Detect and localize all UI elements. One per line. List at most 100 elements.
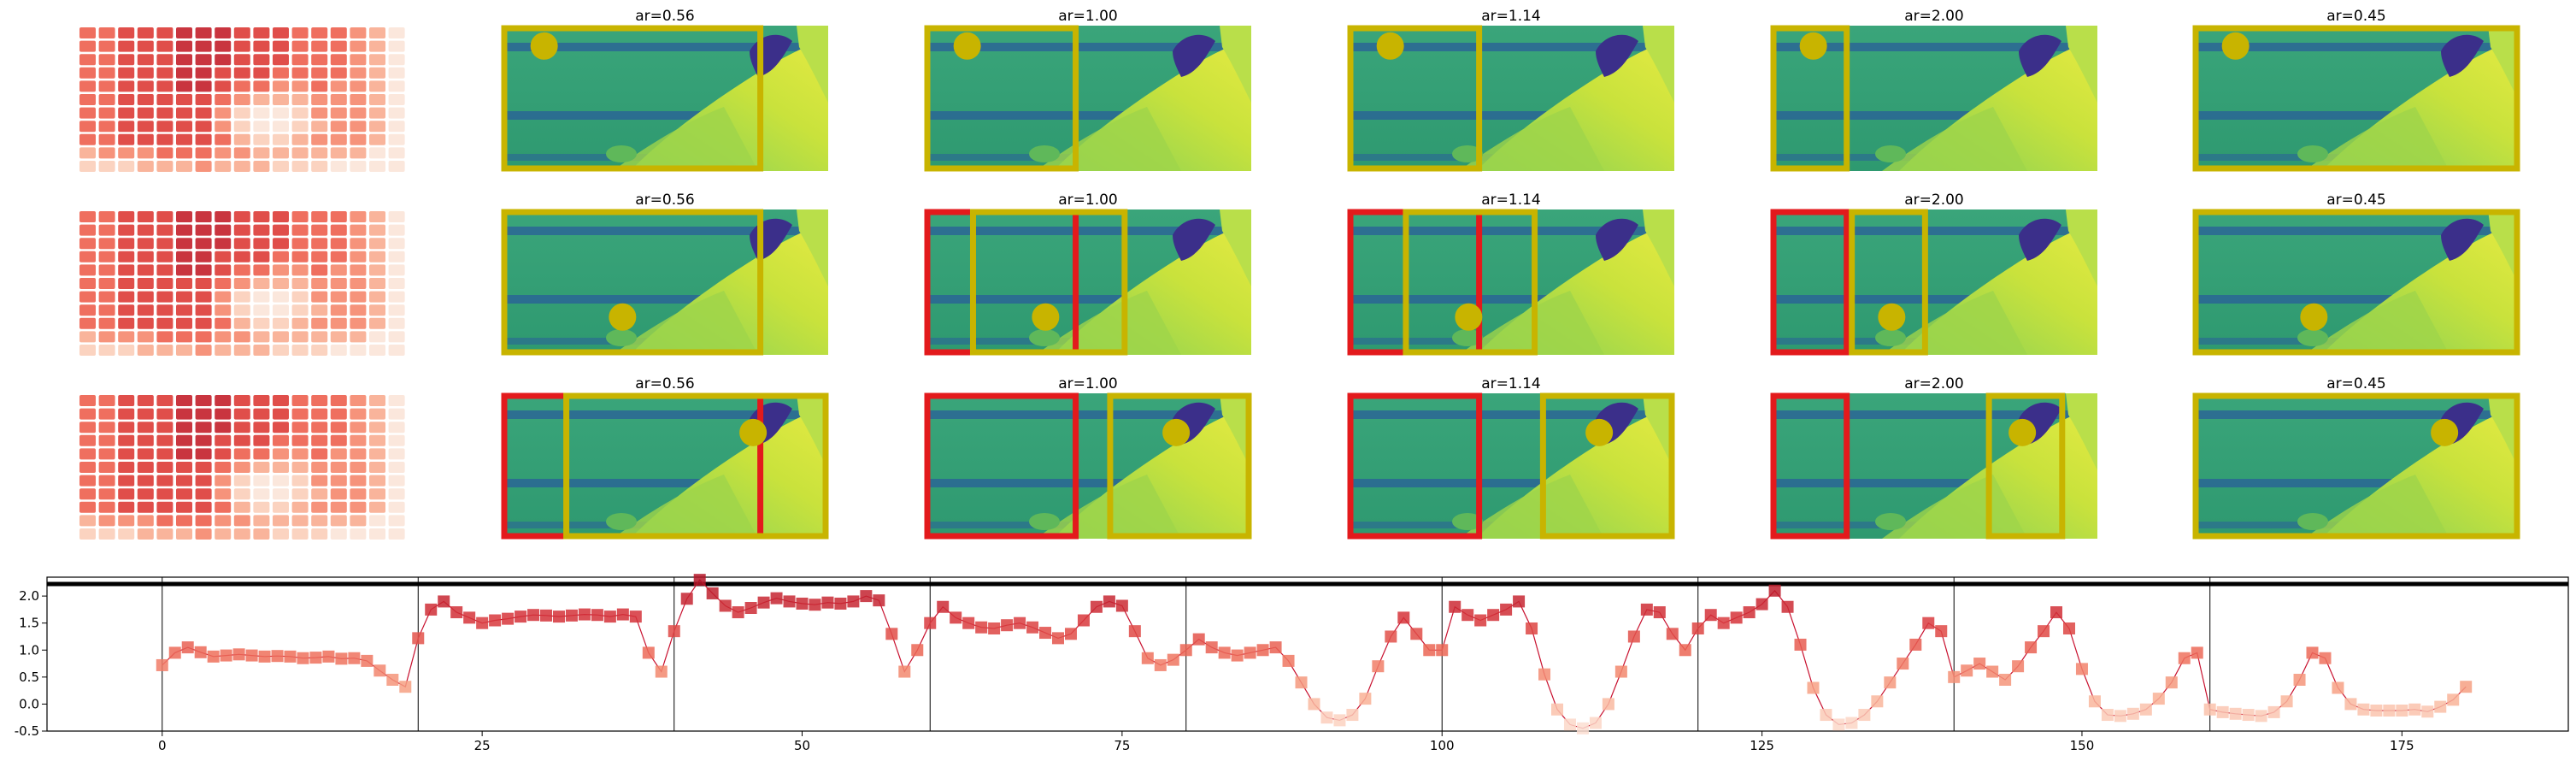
panel-title: ar=0.56 (635, 375, 695, 392)
data-point (194, 646, 207, 658)
heatmap-cell (273, 528, 289, 540)
heatmap-cell (215, 107, 232, 119)
heatmap-cell (369, 304, 385, 316)
data-point (1179, 644, 1192, 657)
target-dot (953, 32, 981, 60)
heatmap-cell (253, 54, 270, 66)
heatmap-cell (156, 422, 173, 434)
heatmap-cell (233, 448, 250, 460)
heatmap-cell (388, 67, 405, 79)
heatmap-cell (291, 408, 309, 420)
heatmap-cell (98, 27, 115, 38)
heatmap-cell (195, 27, 212, 38)
heatmap-cell (369, 317, 385, 329)
data-point (1256, 644, 1269, 657)
heatmap-cell (350, 251, 367, 263)
heatmap-cell (176, 40, 192, 52)
heatmap-cell (369, 121, 385, 133)
heatmap-cell (311, 331, 328, 343)
data-point (1141, 652, 1154, 664)
heatmap-cell (98, 331, 115, 343)
heatmap-cell (350, 40, 367, 52)
heatmap-cell (79, 515, 96, 527)
heatmap-cell (137, 107, 154, 119)
data-point (1794, 638, 1807, 651)
data-point (962, 616, 975, 629)
y-tick-label: -0.5 (15, 723, 39, 739)
heatmap-cell (98, 317, 115, 329)
heatmap-cell (176, 475, 192, 487)
heatmap-cell (156, 40, 173, 52)
heatmap-cell (233, 54, 250, 66)
heatmap-cell (137, 94, 154, 105)
heatmap-cell (118, 133, 135, 145)
heatmap-cell (350, 501, 367, 513)
yellow-bounding-box (501, 209, 764, 356)
heatmap-cell (253, 291, 270, 303)
heatmap-cell (291, 304, 309, 316)
heatmap-cell (311, 147, 328, 159)
data-point (1461, 609, 1474, 622)
heatmap-cell (388, 462, 405, 473)
data-point (1513, 595, 1526, 608)
data-point (1231, 649, 1244, 662)
heatmap-cell (156, 395, 173, 406)
heatmap-cell (388, 121, 405, 133)
heatmap-cell (369, 147, 385, 159)
heatmap-cell (330, 251, 347, 263)
heatmap-cell (311, 395, 328, 406)
heatmap-cell (215, 462, 232, 473)
heatmap-cell (273, 408, 289, 420)
heatmap-cell (118, 264, 135, 276)
heatmap-cell (215, 515, 232, 527)
heatmap-cell (156, 161, 173, 172)
heatmap-cell (176, 345, 192, 356)
heatmap-cell (291, 528, 309, 540)
heatmap-cell (388, 278, 405, 289)
heatmap-cell (311, 107, 328, 119)
data-point (2332, 681, 2344, 694)
target-dot (1878, 303, 1906, 331)
heatmap-cell (350, 133, 367, 145)
heatmap-cell (311, 67, 328, 79)
heatmap-cell (369, 422, 385, 434)
data-point (1986, 665, 1999, 678)
heatmap-cell (156, 54, 173, 66)
heatmap-cell (215, 475, 232, 487)
data-point (1640, 603, 1653, 616)
panel-title: ar=0.56 (635, 8, 695, 25)
heatmap-cell (137, 448, 154, 460)
data-point (322, 650, 335, 663)
heatmap-cell (118, 462, 135, 473)
heatmap-cell (330, 121, 347, 133)
heatmap-cell (176, 121, 192, 133)
heatmap-cell (156, 278, 173, 289)
heatmap-cell (330, 80, 347, 92)
heatmap-cell (273, 448, 289, 460)
heatmap-cell (388, 501, 405, 513)
heatmap-cell (388, 27, 405, 38)
data-point (2216, 705, 2229, 718)
heatmap-cell (233, 147, 250, 159)
heatmap-cell (253, 147, 270, 159)
heatmap-cell (273, 501, 289, 513)
heatmap-cell (330, 94, 347, 105)
heatmap-cell (311, 345, 328, 356)
data-point (821, 596, 834, 609)
heatmap-cell (273, 121, 289, 133)
data-point (693, 574, 706, 587)
data-point (1474, 614, 1487, 627)
heatmap-cell (79, 54, 96, 66)
data-point (885, 628, 898, 640)
data-point (1154, 658, 1167, 671)
swimmer-image (1771, 393, 2097, 539)
x-tick-label: 50 (794, 738, 810, 753)
heatmap-cell (233, 133, 250, 145)
heatmap-cell (156, 528, 173, 540)
image-panel-r1-c4: ar=2.00 (1770, 8, 2097, 172)
heatmap-cell (195, 211, 212, 222)
heatmap-cell (79, 317, 96, 329)
heatmap-cell (388, 422, 405, 434)
heatmap-cell (233, 161, 250, 172)
heatmap-cell (79, 67, 96, 79)
